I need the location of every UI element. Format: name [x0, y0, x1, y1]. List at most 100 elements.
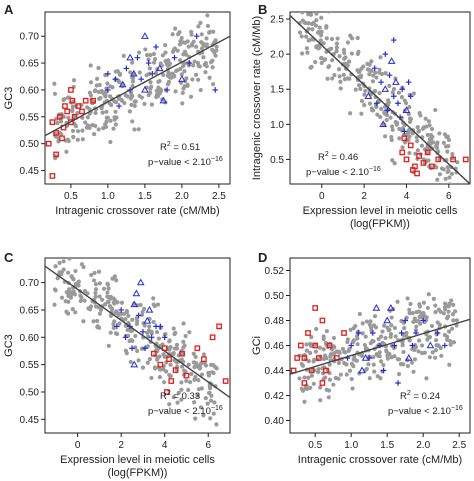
- blue-point: [141, 32, 149, 39]
- gray-point: [67, 258, 72, 261]
- gray-point: [341, 47, 347, 52]
- red-point: [69, 97, 76, 104]
- y-axis-title: Intragenic crossover rate (cM/Mb): [251, 16, 263, 180]
- blue-point: [404, 353, 413, 361]
- gray-point: [135, 348, 140, 354]
- gray-point: [355, 35, 360, 41]
- gray-point: [308, 350, 313, 356]
- gray-point: [413, 318, 418, 324]
- gray-point: [400, 340, 405, 345]
- gray-point: [85, 115, 90, 120]
- gray-point: [203, 0, 207, 2]
- gray-point: [445, 337, 450, 342]
- gray-point: [336, 360, 342, 366]
- gray-point: [117, 72, 123, 77]
- regression-line: [290, 318, 470, 375]
- red-point: [53, 130, 59, 136]
- blue-point: [399, 86, 406, 93]
- gray-point: [52, 81, 57, 86]
- blue-point: [374, 100, 380, 107]
- gray-point: [338, 372, 343, 377]
- x-tick-label: 2.5: [452, 440, 466, 451]
- gray-point: [420, 126, 426, 131]
- gray-point: [433, 309, 438, 315]
- plot-frame: [44, 11, 231, 185]
- y-tick-label: 0.55: [20, 112, 40, 123]
- gray-point: [52, 302, 57, 307]
- gray-point: [397, 136, 402, 141]
- blue-point: [405, 79, 412, 86]
- gray-point: [212, 400, 217, 405]
- gray-point: [342, 50, 347, 55]
- gray-point: [73, 268, 78, 274]
- y-tick-label: 0.48: [265, 316, 285, 327]
- gray-point: [88, 307, 93, 312]
- gray-point: [392, 325, 398, 331]
- gray-point: [349, 36, 355, 41]
- gray-point: [200, 41, 206, 46]
- blue-point: [155, 64, 164, 72]
- gray-point: [199, 386, 204, 391]
- gray-point: [344, 372, 349, 377]
- blue-point: [122, 334, 129, 341]
- gray-point: [414, 135, 419, 140]
- gray-point: [367, 72, 372, 77]
- gray-point: [407, 307, 412, 313]
- gray-point: [424, 124, 429, 129]
- red-point: [172, 367, 179, 373]
- gray-point: [444, 334, 450, 339]
- gray-point: [75, 129, 81, 134]
- gray-point: [189, 32, 194, 37]
- gray-point: [103, 94, 108, 99]
- x-tick-label: 6: [446, 191, 452, 202]
- gray-point: [213, 53, 218, 58]
- gray-point: [396, 90, 402, 95]
- gray-point: [136, 358, 141, 363]
- gray-point: [198, 20, 203, 25]
- gray-point: [88, 63, 93, 68]
- gray-point: [157, 88, 162, 93]
- gray-point: [198, 405, 203, 410]
- gray-point: [300, 18, 305, 23]
- x-tick-label: 0.5: [64, 191, 78, 202]
- blue-point: [391, 342, 398, 349]
- gray-point: [308, 12, 314, 17]
- panel-letter: A: [4, 2, 14, 17]
- blue-point: [420, 317, 426, 324]
- gray-point: [176, 32, 181, 37]
- gray-point: [304, 348, 309, 353]
- gray-point: [174, 68, 179, 73]
- gray-point: [106, 286, 111, 291]
- blue-point: [358, 366, 366, 374]
- gray-point: [140, 365, 145, 370]
- blue-point: [212, 87, 218, 93]
- blue-point: [138, 76, 144, 82]
- gray-point: [304, 34, 309, 39]
- gray-point: [356, 83, 362, 88]
- gray-point: [445, 134, 450, 139]
- gray-point: [390, 127, 395, 132]
- gray-point: [65, 137, 71, 142]
- gray-point: [392, 354, 397, 359]
- x-tick-label: 0: [75, 440, 81, 451]
- gray-point: [416, 128, 421, 133]
- gray-point: [451, 318, 456, 323]
- gray-point: [415, 125, 420, 130]
- blue-point: [105, 71, 111, 77]
- gray-point: [208, 416, 213, 421]
- blue-point: [130, 360, 139, 368]
- gray-point: [363, 88, 368, 93]
- gray-point: [447, 175, 452, 180]
- red-point: [399, 149, 406, 156]
- blue-point: [370, 330, 376, 336]
- gray-point: [356, 49, 361, 54]
- gray-point: [326, 64, 331, 70]
- panel-a: A 0.5 1.0 1.5 2.0 2.5 0.45 0.50 0.55 0.60 0.65 0.70…: [3, 0, 231, 217]
- gray-point: [372, 369, 377, 374]
- gray-point: [407, 311, 412, 316]
- gray-point: [429, 323, 435, 329]
- gray-point: [192, 59, 197, 64]
- gray-point: [177, 42, 183, 47]
- gray-point: [413, 328, 418, 333]
- gray-point: [367, 376, 372, 381]
